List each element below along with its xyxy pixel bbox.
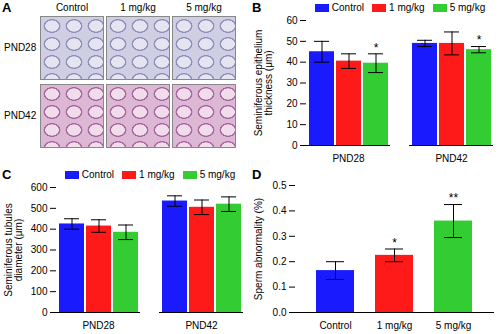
html-text:1 mg/kg: 1 mg/kg: [120, 2, 156, 13]
svg-text:0.2: 0.2: [273, 256, 287, 267]
svg-text:10: 10: [286, 119, 298, 130]
svg-text:PND42: PND42: [435, 153, 468, 164]
svg-text:Seminiferous tubulesdiameter (: Seminiferous tubulesdiameter (μm): [3, 203, 24, 296]
svg-text:20: 20: [286, 98, 298, 109]
html-text:PND28: PND28: [4, 42, 37, 53]
html-text:C: C: [2, 167, 12, 182]
html-text:1 mg/kg: 1 mg/kg: [389, 1, 425, 13]
html-text:1 mg/kg: 1 mg/kg: [139, 168, 175, 180]
html-text:B: B: [252, 0, 262, 15]
html-text:PND42: PND42: [4, 110, 37, 121]
svg-text:0.5: 0.5: [273, 180, 287, 191]
svg-text:60: 60: [286, 15, 298, 26]
html-text:5 mg/kg: 5 mg/kg: [449, 1, 486, 13]
html-text:5 mg/kg: 5 mg/kg: [186, 2, 222, 13]
html-text:5 mg/kg: 5 mg/kg: [199, 168, 236, 180]
svg-text:Control: Control: [319, 320, 351, 331]
svg-text:PND42: PND42: [185, 320, 218, 331]
svg-text:0: 0: [292, 140, 298, 151]
svg-text:40: 40: [286, 56, 298, 67]
svg-text:200: 200: [31, 265, 48, 276]
svg-text:600: 600: [31, 182, 48, 193]
svg-text:0.3: 0.3: [273, 231, 287, 242]
svg-text:50: 50: [286, 36, 298, 47]
svg-text:*: *: [392, 236, 397, 250]
html-text:Control: Control: [81, 168, 114, 180]
svg-text:5 mg/kg: 5 mg/kg: [436, 320, 472, 331]
svg-text:Sperm abnormality (%): Sperm abnormality (%): [253, 198, 264, 300]
svg-text:PND28: PND28: [332, 153, 365, 164]
svg-text:0.1: 0.1: [273, 281, 287, 292]
svg-text:100: 100: [31, 286, 48, 297]
svg-text:Seminiferous epitheliumthickne: Seminiferous epitheliumthickness (μm): [253, 30, 274, 137]
svg-text:*: *: [374, 41, 379, 55]
html-text:A: A: [2, 0, 12, 15]
svg-text:0.4: 0.4: [273, 205, 287, 216]
svg-text:*: *: [477, 33, 482, 47]
svg-text:500: 500: [31, 203, 48, 214]
svg-text:PND28: PND28: [82, 320, 115, 331]
html-text:Control: Control: [331, 1, 364, 13]
svg-text:0: 0: [42, 307, 48, 318]
svg-text:**: **: [449, 191, 459, 205]
svg-text:30: 30: [286, 77, 298, 88]
svg-text:400: 400: [31, 223, 48, 234]
svg-text:300: 300: [31, 244, 48, 255]
svg-text:0.0: 0.0: [273, 307, 287, 318]
html-text:Control: Control: [55, 2, 89, 13]
svg-text:1 mg/kg: 1 mg/kg: [377, 320, 413, 331]
html-text:D: D: [252, 167, 262, 182]
